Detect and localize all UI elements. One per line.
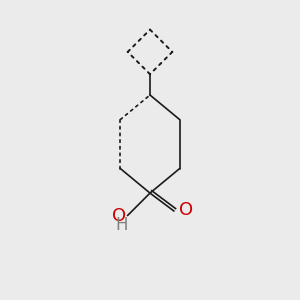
Text: H: H (115, 216, 128, 234)
Text: O: O (178, 201, 193, 219)
Text: O: O (112, 207, 126, 225)
